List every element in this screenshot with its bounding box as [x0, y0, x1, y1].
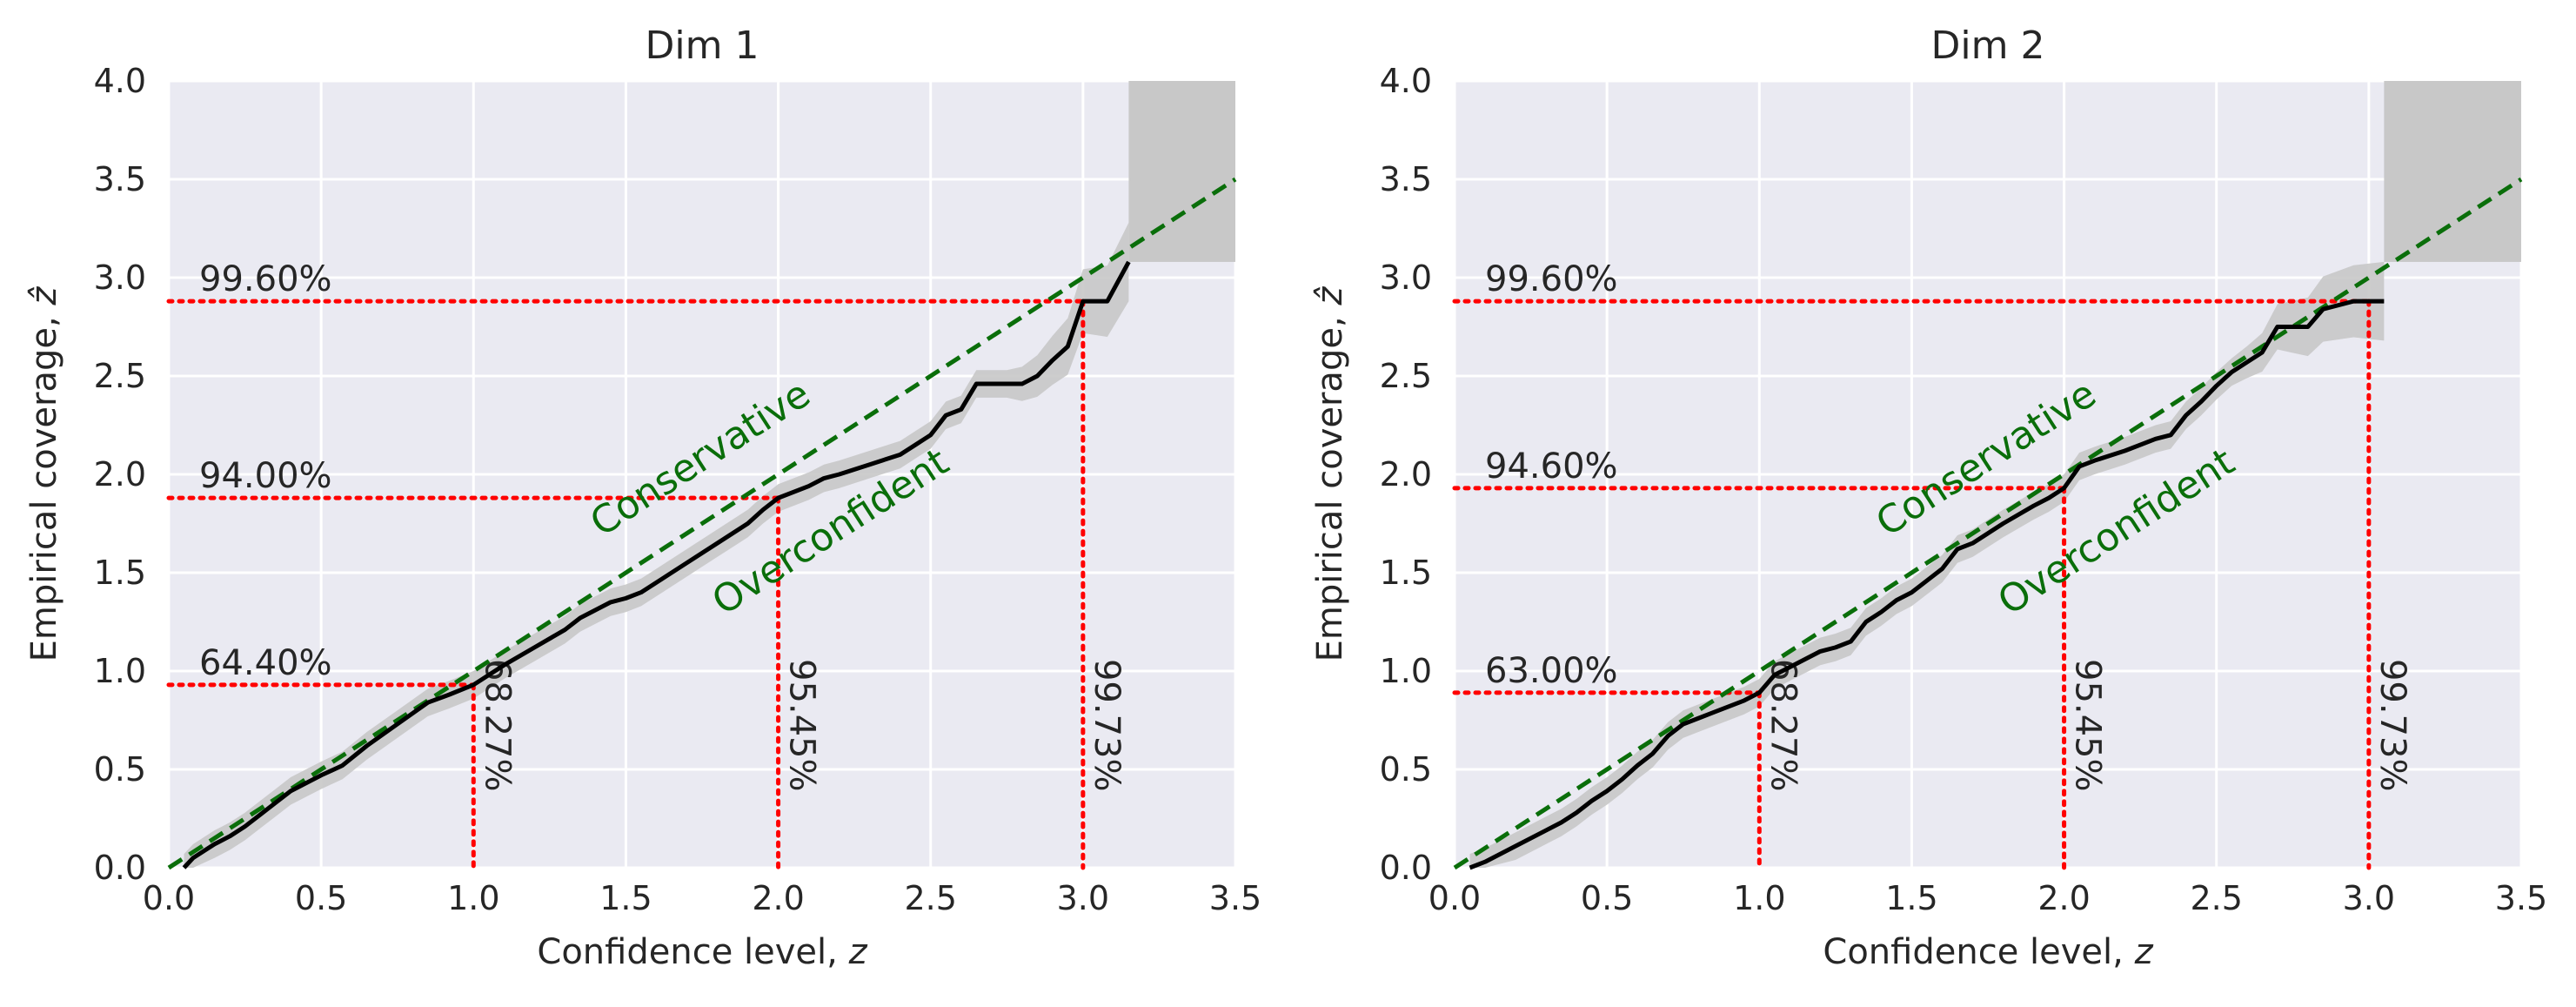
x-axis-label: Confidence level, z	[537, 932, 867, 972]
y-tick-label: 3.0	[1380, 258, 1432, 297]
y-tick-label: 4.0	[94, 62, 146, 100]
x-tick-label: 1.0	[447, 879, 499, 917]
y-axis-label-text: Empirical coverage,	[1310, 305, 1350, 662]
y-tick-label: 0.0	[94, 849, 146, 887]
x-tick-label: 3.0	[1057, 879, 1109, 917]
ideal-diagonal-line	[1453, 177, 2523, 870]
y-tick-label: 4.0	[1380, 62, 1432, 100]
y-tick-label: 1.5	[1380, 554, 1432, 592]
y-axis-label-var: ẑ	[1310, 286, 1350, 306]
x-axis-label-var: z	[2134, 932, 2154, 972]
y-tick-label: 0.5	[94, 750, 146, 789]
x-axis-label-text: Confidence level,	[1823, 932, 2134, 972]
coverage-label: 99.60%	[1485, 259, 1618, 299]
x-tick-label: 2.0	[2037, 879, 2090, 917]
chart-title: Dim 2	[1931, 23, 2045, 68]
uncertain-region	[2384, 81, 2521, 262]
x-tick-label: 1.5	[1885, 879, 1937, 917]
x-tick-label: 2.5	[904, 879, 956, 917]
x-tick-label: 0.0	[1429, 879, 1481, 917]
y-tick-label: 2.0	[1380, 455, 1432, 493]
coverage-label: 64.40%	[199, 643, 332, 683]
ideal-diagonal-line	[167, 177, 1237, 870]
confidence-level-label: 68.27%	[477, 659, 517, 792]
x-axis-label-text: Confidence level,	[537, 932, 848, 972]
confidence-level-label: 99.73%	[1087, 659, 1127, 792]
y-tick-label: 1.0	[1380, 652, 1432, 690]
x-tick-label: 0.0	[143, 879, 195, 917]
y-tick-label: 1.5	[94, 554, 146, 592]
y-tick-label: 3.0	[94, 258, 146, 297]
x-axis-label-var: z	[848, 932, 868, 972]
x-tick-label: 2.5	[2190, 879, 2242, 917]
x-tick-label: 1.5	[599, 879, 652, 917]
y-axis-label-text: Empirical coverage,	[24, 305, 64, 662]
confidence-level-label: 99.73%	[2372, 659, 2412, 792]
y-axis-label: Empirical coverage, ẑ	[24, 286, 64, 662]
coverage-label: 94.00%	[199, 456, 332, 496]
x-tick-label: 0.5	[1581, 879, 1633, 917]
y-tick-label: 2.0	[94, 455, 146, 493]
y-tick-label: 1.0	[94, 652, 146, 690]
coverage-curve	[1469, 299, 2385, 870]
y-tick-label: 2.5	[94, 357, 146, 395]
y-tick-label: 0.0	[1380, 849, 1432, 887]
panel-dim-1: 0.0 0.5 1.0 1.5 2.0 2.5 3.0 3.5 0.0 0.5 1.0 1.5 2.0 2…	[24, 23, 1261, 972]
confidence-level-label: 95.45%	[782, 659, 822, 792]
x-tick-label: 3.5	[2495, 879, 2547, 917]
coverage-curve	[182, 260, 1131, 869]
uncertain-region	[1128, 81, 1235, 262]
coverage-label: 99.60%	[199, 259, 332, 299]
y-tick-label: 2.5	[1380, 357, 1432, 395]
coverage-label: 63.00%	[1485, 651, 1618, 691]
y-axis-label-var: ẑ	[24, 286, 64, 306]
x-tick-label: 1.0	[1733, 879, 1785, 917]
x-tick-label: 0.5	[295, 879, 347, 917]
x-tick-label: 2.0	[752, 879, 804, 917]
chart-title: Dim 1	[646, 23, 759, 68]
x-tick-label: 3.5	[1209, 879, 1261, 917]
x-tick-label: 3.0	[2343, 879, 2395, 917]
y-tick-label: 3.5	[1380, 160, 1432, 198]
y-tick-label: 0.5	[1380, 750, 1432, 789]
confidence-level-label: 95.45%	[2068, 659, 2108, 792]
panel-dim-2: 0.0 0.5 1.0 1.5 2.0 2.5 3.0 3.5 0.0 0.5 1.0 1.5 2.0 2…	[1310, 23, 2547, 972]
y-tick-label: 3.5	[94, 160, 146, 198]
x-axis-label: Confidence level, z	[1823, 932, 2153, 972]
y-axis-label: Empirical coverage, ẑ	[1310, 286, 1350, 662]
coverage-label: 94.60%	[1485, 446, 1618, 487]
